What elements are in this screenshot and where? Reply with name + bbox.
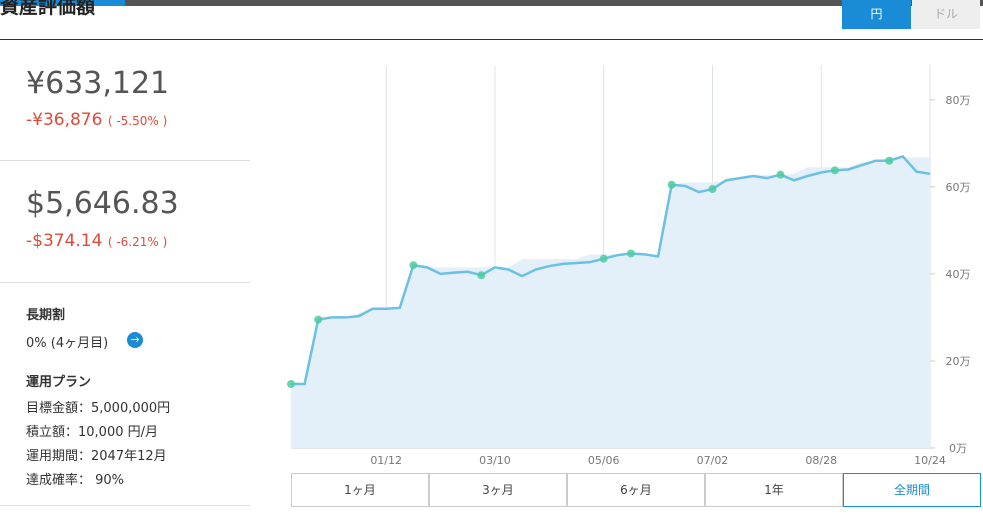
top-bar xyxy=(0,0,983,6)
x-tick-label: 10/24 xyxy=(914,454,946,467)
divider xyxy=(0,160,250,161)
divider xyxy=(0,505,250,506)
range-button[interactable]: 全期間 xyxy=(843,473,981,507)
x-tick-label: 01/12 xyxy=(370,454,402,467)
change: -$374.14 xyxy=(26,231,103,251)
discount-text: 0% (4ヶ月目) xyxy=(26,336,109,351)
divider xyxy=(0,282,250,283)
currency-button[interactable]: 円 xyxy=(842,0,911,29)
range-button[interactable]: 1ヶ月 xyxy=(291,473,429,507)
marker xyxy=(314,315,323,324)
range-button[interactable]: 3ヶ月 xyxy=(429,473,567,507)
marker xyxy=(708,185,717,194)
plan-item: 達成確率： 90% xyxy=(26,473,125,488)
y-tick-label: 60万 xyxy=(946,181,971,194)
area xyxy=(291,157,930,448)
currency-button[interactable]: ドル xyxy=(912,0,980,29)
marker xyxy=(667,180,676,189)
x-tick-label: 07/02 xyxy=(697,454,729,467)
x-tick-label: 08/28 xyxy=(805,454,837,467)
page-title: 資産評価額 xyxy=(0,0,96,18)
marker xyxy=(477,271,486,280)
discount-title: 長期割 xyxy=(26,308,66,323)
y-tick-label: 40万 xyxy=(946,268,971,281)
plan-item: 運用期間：2047年12月 xyxy=(26,449,167,464)
divider xyxy=(0,39,983,40)
marker xyxy=(409,261,418,270)
marker xyxy=(885,156,894,165)
plan-item: 積立額：10,000 円/月 xyxy=(26,425,158,440)
plan-title: 運用プラン xyxy=(26,375,92,390)
top-bar-active xyxy=(0,0,125,6)
yen-value: ¥633,121 xyxy=(26,66,170,101)
y-tick-label: 80万 xyxy=(946,94,971,107)
range-button[interactable]: 6ヶ月 xyxy=(567,473,705,507)
yen-change: -¥36,876 ( -5.50% ) xyxy=(26,110,167,130)
marker xyxy=(776,170,785,179)
percent: ( -5.50% ) xyxy=(107,114,168,128)
marker xyxy=(830,166,839,175)
usd-value: $5,646.83 xyxy=(26,186,179,221)
change: -¥36,876 xyxy=(26,110,103,130)
percent: ( -6.21% ) xyxy=(107,235,168,249)
y-tick-label: 20万 xyxy=(946,355,971,368)
marker xyxy=(287,380,295,389)
range-button[interactable]: 1年 xyxy=(705,473,843,507)
arrow-icon[interactable]: → xyxy=(127,332,143,348)
line xyxy=(291,154,931,386)
plan-item: 目標金額：5,000,000円 xyxy=(26,401,171,416)
marker xyxy=(599,254,608,263)
usd-change: -$374.14 ( -6.21% ) xyxy=(26,231,167,251)
marker xyxy=(626,249,635,258)
y-tick-label: 0万 xyxy=(949,442,967,455)
x-tick-label: 05/06 xyxy=(588,454,620,467)
x-tick-label: 03/10 xyxy=(479,454,511,467)
